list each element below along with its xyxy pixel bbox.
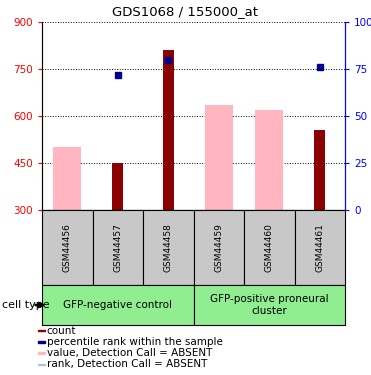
Bar [92,210,143,285]
Text: GSM44461: GSM44461 [315,223,324,272]
Text: GSM44458: GSM44458 [164,223,173,272]
Text: count: count [47,326,76,336]
Bar [163,50,174,210]
Bar [38,341,45,343]
Bar [42,210,92,285]
Text: GFP-positive proneural
cluster: GFP-positive proneural cluster [210,294,329,316]
Bar [194,285,345,325]
Bar [295,210,345,285]
Text: GSM44456: GSM44456 [63,223,72,272]
Text: GDS1068 / 155000_at: GDS1068 / 155000_at [112,5,259,18]
Bar [38,330,45,332]
Bar [314,130,325,210]
Bar [38,364,45,365]
Text: GFP-negative control: GFP-negative control [63,300,172,310]
Text: cell type: cell type [2,300,50,310]
Bar [143,210,194,285]
Text: percentile rank within the sample: percentile rank within the sample [47,337,223,347]
Text: GSM44457: GSM44457 [113,223,122,272]
Text: value, Detection Call = ABSENT: value, Detection Call = ABSENT [47,348,212,358]
Bar [112,163,123,210]
Bar [205,105,233,210]
Bar [194,210,244,285]
Text: rank, Detection Call = ABSENT: rank, Detection Call = ABSENT [47,359,207,369]
Bar [53,147,81,210]
Bar [255,110,283,210]
Bar [42,285,194,325]
Text: GSM44460: GSM44460 [265,223,274,272]
Text: GSM44459: GSM44459 [214,223,223,272]
Bar [244,210,295,285]
Bar [38,352,45,354]
